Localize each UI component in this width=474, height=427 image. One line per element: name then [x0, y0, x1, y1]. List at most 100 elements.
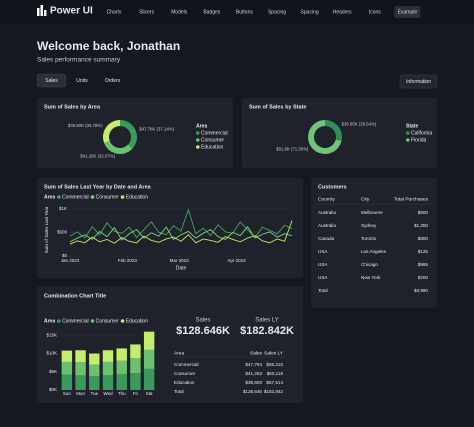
- table-cell: $600: [418, 210, 429, 215]
- x-tick-label: Apr 2023: [227, 258, 246, 263]
- donut-slice: [104, 140, 133, 155]
- tab[interactable]: [36, 73, 67, 88]
- bar-segment: [75, 362, 86, 376]
- kpi-label: Sales LY: [255, 318, 279, 324]
- nav-active-bg: [394, 6, 421, 18]
- nav-item[interactable]: Slicers: [139, 9, 155, 15]
- nav-item[interactable]: Buttons: [236, 9, 253, 15]
- nav-item[interactable]: Headers: [333, 9, 352, 15]
- card-title: Combination Chart Title: [44, 293, 106, 299]
- logo-icon: [37, 5, 47, 16]
- bar-segment: [89, 353, 100, 365]
- x-tick-label: Fri: [133, 391, 138, 396]
- legend-label: Consumer: [96, 194, 119, 200]
- table-cell: $800: [418, 236, 429, 241]
- x-tick-label: Thu: [118, 391, 126, 396]
- table-cell: $128,646: [243, 389, 263, 394]
- table-cell: $3,990: [414, 288, 428, 293]
- nav-item[interactable]: Example: [398, 9, 418, 15]
- legend-title: State: [406, 123, 418, 129]
- table-cell: $65,210: [266, 362, 283, 367]
- bar-segment: [130, 358, 141, 374]
- legend-swatch: [120, 195, 125, 199]
- bar-segment: [75, 350, 86, 363]
- legend-swatch: [90, 195, 95, 199]
- table-cell: Education: [174, 380, 195, 385]
- table-header: Sales: [250, 350, 263, 356]
- y-tick-label: $1K: [59, 206, 67, 211]
- legend-swatch: [196, 138, 200, 142]
- series-line: [69, 225, 293, 243]
- table-cell: $965: [418, 262, 429, 267]
- card: [37, 178, 303, 278]
- page-subtitle: Sales performance summary: [37, 57, 121, 64]
- bar-segment: [102, 361, 114, 376]
- table-cell: New York: [361, 275, 381, 280]
- legend-label: Consumer: [201, 137, 224, 143]
- legend-swatch: [406, 131, 410, 135]
- kpi-label: Sales: [195, 318, 210, 324]
- table-cell: $200: [418, 275, 429, 280]
- x-tick-label: Sun: [63, 391, 72, 396]
- legend-label: Education: [126, 194, 148, 200]
- card: [311, 178, 437, 308]
- legend-title: Area: [44, 194, 55, 200]
- bar-segment: [61, 374, 73, 390]
- bar-segment: [130, 373, 141, 390]
- bar-segment: [116, 360, 127, 375]
- table-header: Total Purchases: [394, 196, 429, 202]
- table-cell: Toronto: [361, 236, 377, 241]
- legend-swatch: [57, 195, 61, 199]
- legend-label: Consumer: [96, 318, 119, 324]
- tab-label[interactable]: Sales: [45, 78, 58, 84]
- data-label: $36.85K (28.64%): [342, 122, 377, 127]
- y-axis-title: Sum of Sales Last Year: [44, 206, 49, 253]
- nav-item[interactable]: Badges: [203, 9, 220, 15]
- donut-slice: [120, 120, 137, 149]
- nav-item[interactable]: Models: [171, 9, 188, 15]
- nav-item[interactable]: Icons: [369, 9, 381, 15]
- y-tick-label: $5K: [49, 369, 57, 374]
- x-tick-label: Wed: [103, 391, 113, 396]
- nav-item[interactable]: Spacing: [268, 9, 286, 15]
- table-cell: $41,262: [245, 371, 262, 376]
- table-cell: Consumer: [174, 371, 196, 376]
- series-line: [69, 220, 293, 245]
- table-cell: $60,118: [267, 371, 284, 376]
- x-tick-label: Sat: [146, 391, 154, 396]
- y-tick-label: $0: [62, 253, 68, 258]
- bar-segment: [89, 364, 100, 377]
- bar-segment: [61, 361, 73, 375]
- legend-label: Commercial: [62, 194, 89, 200]
- tab-label[interactable]: Orders: [105, 78, 121, 84]
- donut-slice: [103, 120, 120, 144]
- tab-label[interactable]: Units: [76, 78, 88, 84]
- legend-label: Education: [201, 144, 223, 150]
- legend-title: Area: [44, 318, 55, 324]
- legend-swatch: [196, 131, 200, 135]
- table-cell: USA: [318, 275, 328, 280]
- data-label: $47.78K (37.14%): [139, 126, 174, 131]
- nav-item[interactable]: Spacing: [301, 9, 319, 15]
- table-cell: $39,600: [245, 380, 262, 385]
- bar-segment: [130, 344, 141, 359]
- logo-text[interactable]: Power UI: [50, 6, 93, 17]
- info-button[interactable]: [399, 74, 438, 89]
- legend-label: Education: [126, 318, 148, 324]
- x-tick-label: Tue: [90, 391, 98, 396]
- table-cell: Canada: [318, 236, 335, 241]
- legend-swatch: [120, 319, 125, 323]
- bar-segment: [89, 376, 100, 390]
- info-button-label[interactable]: Information: [406, 79, 431, 85]
- table-cell: $182,842: [264, 389, 284, 394]
- page-title: Welcome back, Jonathan: [37, 39, 180, 53]
- donut-slice: [308, 120, 342, 154]
- y-tick-label: $10K: [46, 351, 57, 356]
- data-label: $41.26K (32.07%): [80, 154, 115, 159]
- bar-segment: [116, 374, 127, 390]
- nav-item[interactable]: Charts: [107, 9, 122, 15]
- bar-segment: [102, 350, 114, 362]
- bar-segment: [61, 350, 73, 362]
- legend-swatch: [196, 145, 200, 149]
